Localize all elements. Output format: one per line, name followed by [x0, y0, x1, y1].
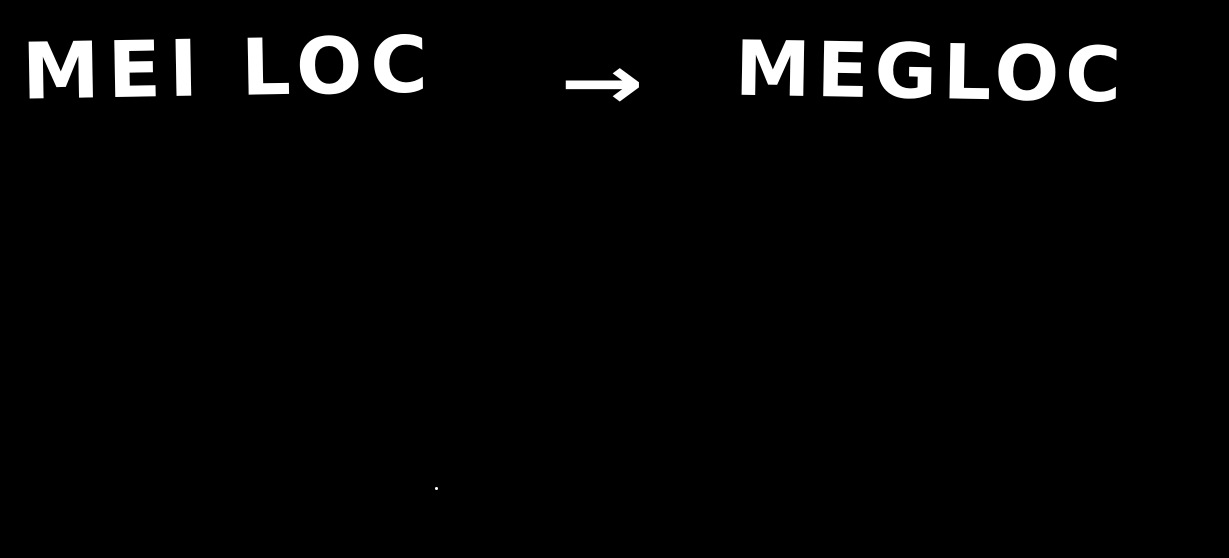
right-arrow-icon: → [560, 40, 644, 126]
handwritten-source-word: MEI LOC [21, 20, 437, 118]
chalk-speck [435, 487, 438, 490]
handwritten-target-word: MEGLOC [734, 23, 1128, 120]
